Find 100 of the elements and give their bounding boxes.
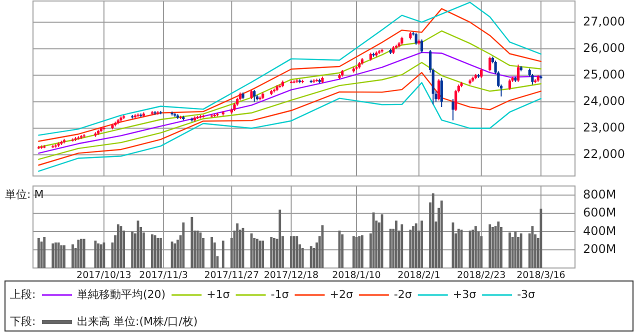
bar (395, 220, 398, 268)
candlestick (480, 68, 483, 78)
legend-label: -1σ (270, 288, 289, 302)
bar (296, 236, 298, 268)
bar (474, 226, 477, 268)
bar (457, 228, 460, 268)
y-tick-label: 26,000 (583, 41, 625, 56)
bar (262, 240, 264, 268)
bar (270, 237, 273, 268)
y-tick-label: 23,000 (583, 120, 625, 135)
candlestick (414, 32, 418, 46)
y-tick-label: 200M (583, 242, 616, 256)
bar (409, 230, 412, 268)
bar (63, 245, 66, 268)
x-tick-label: 2018/1/10 (332, 270, 381, 281)
bar (508, 232, 511, 268)
annotation: 単位: M (5, 188, 44, 201)
bar (440, 200, 443, 268)
bar (52, 243, 54, 268)
y-tick-label: 25,000 (583, 68, 625, 82)
bar (256, 238, 258, 268)
y-tick-label: 24,000 (583, 94, 625, 108)
y-tick-label: 600M (583, 206, 616, 220)
bar (100, 244, 102, 268)
y-tick-label: 27,000 (583, 14, 625, 28)
y-tick-label: 22,000 (583, 147, 625, 162)
bar (82, 238, 86, 268)
candlestick (250, 89, 253, 100)
bar (432, 193, 434, 268)
candlestick (452, 98, 454, 121)
x-tick-label: 2018/3/16 (516, 270, 566, 281)
bar (292, 236, 296, 268)
bar (497, 222, 500, 268)
bar (400, 224, 404, 268)
bar (37, 238, 40, 268)
bar (301, 248, 304, 268)
bar (156, 238, 160, 268)
bar (253, 238, 256, 268)
candlestick (508, 78, 512, 90)
bar (159, 238, 162, 268)
line-series (38, 30, 542, 148)
bar (492, 227, 494, 268)
x-tick-label: 2018/2/23 (456, 270, 506, 281)
candlestick (437, 78, 440, 101)
bar (278, 210, 282, 268)
x-tick-label: 2018/2/1 (398, 270, 440, 281)
bar (94, 240, 97, 268)
bar (116, 224, 120, 268)
x-tick-label: 2017/11/3 (139, 270, 188, 281)
bar (77, 240, 80, 268)
legend-label: +1σ (206, 288, 230, 302)
candlestick (440, 77, 443, 108)
candlestick (420, 38, 424, 54)
bar (514, 232, 517, 268)
bar (341, 234, 344, 268)
line-series (38, 82, 542, 172)
y-tick-label: 400M (583, 224, 616, 238)
bar (520, 233, 522, 268)
bar (150, 234, 154, 268)
legend-label: +3σ (452, 288, 476, 302)
bar (222, 240, 224, 268)
bar (352, 236, 355, 268)
bar (97, 243, 100, 268)
x-tick-label: 2017/12/18 (264, 270, 319, 281)
bar (43, 237, 46, 268)
line-series (38, 72, 542, 166)
y-tick-label: 800M (583, 187, 616, 202)
bar (190, 216, 194, 268)
legend-label: 出来高 単位:(M株/口/枚) (77, 315, 198, 328)
legend-title: 下段: (10, 315, 36, 328)
bar (182, 222, 185, 268)
legend-title: 上段: (10, 288, 36, 302)
candlestick (253, 89, 256, 102)
candlestick (488, 56, 492, 72)
bar (321, 225, 324, 268)
bar (488, 224, 492, 268)
bar (273, 238, 276, 268)
bar (531, 226, 534, 268)
bar (290, 236, 292, 268)
bar (131, 232, 134, 268)
legend-label: -3σ (517, 288, 536, 302)
bar (540, 208, 542, 268)
bar (414, 223, 418, 268)
bar (472, 230, 474, 268)
bar (80, 238, 82, 268)
bar (102, 242, 106, 268)
bar (199, 232, 202, 268)
bar (196, 230, 199, 268)
bar (210, 237, 213, 268)
bar (236, 223, 239, 268)
candlestick (516, 64, 520, 82)
legend-label: 単純移動平均(20) (77, 288, 166, 302)
x-tick-label: 2017/11/27 (204, 270, 260, 281)
bar (310, 246, 312, 268)
bar (420, 220, 423, 268)
bar (174, 243, 176, 268)
bar (72, 244, 74, 268)
x-tick-label: 2017/10/13 (76, 270, 132, 281)
bar (412, 226, 414, 268)
legend-label: -2σ (394, 288, 412, 302)
